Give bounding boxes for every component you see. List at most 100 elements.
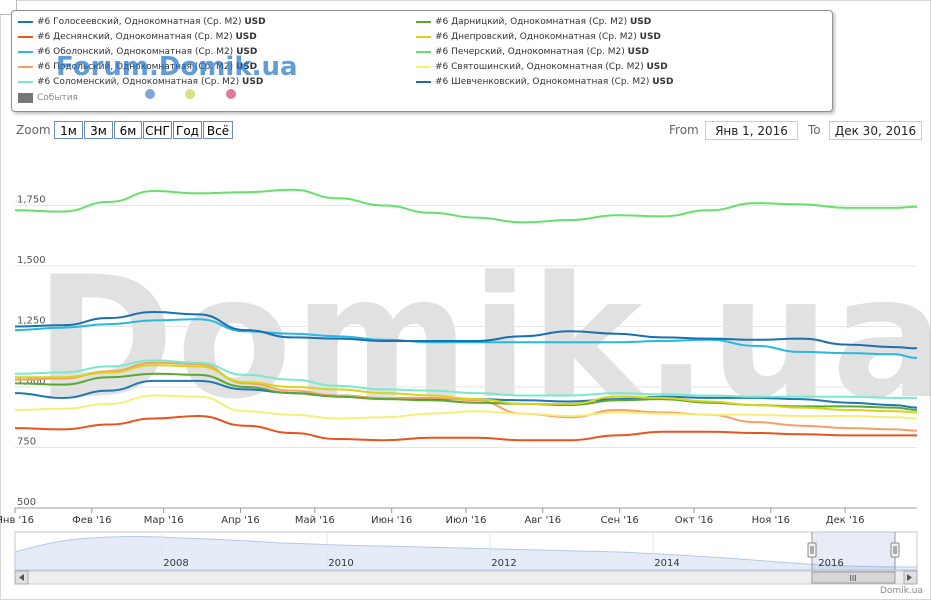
legend-series-name: #6 Дарницкий, Однокомнатная (Ср. М2) (435, 17, 630, 27)
legend-series-name: #6 Соломенский, Однокомнатная (Ср. М2) (37, 77, 243, 87)
y-tick-label: 1,750 (17, 195, 46, 206)
series-line (14, 372, 918, 411)
legend-item[interactable]: #6 Дарницкий, Однокомнатная (Ср. М2) USD (416, 15, 651, 29)
navigator-year-label: 2008 (163, 558, 188, 569)
y-tick-label: 500 (17, 497, 36, 508)
legend-series-unit: USD (627, 47, 649, 57)
y-tick-label: 1,000 (17, 376, 46, 387)
legend-swatch (18, 20, 33, 23)
navigator-selected-range (812, 532, 895, 570)
range-to-label: To (808, 123, 821, 137)
legend-swatch (18, 80, 33, 83)
series-line (14, 318, 918, 359)
legend-swatch (416, 20, 431, 23)
zoom-button[interactable]: 6м (114, 121, 142, 139)
zoom-button[interactable]: 3м (84, 121, 113, 139)
scroll-right-arrow-icon (907, 574, 912, 581)
legend-events-item[interactable]: События (18, 91, 78, 105)
legend-item[interactable]: #6 Днепровский, Однокомнатная (Ср. М2) U… (416, 30, 661, 44)
legend-panel: #6 Голосеевский, Однокомнатная (Ср. М2) … (11, 10, 833, 112)
series-line (15, 364, 918, 414)
legend-swatch (18, 35, 33, 38)
navigator-series-area (14, 536, 918, 571)
legend-item[interactable]: #6 Святошинский, Однокомнатная (Ср. М2) … (416, 60, 668, 74)
legend-swatch (416, 80, 431, 83)
legend-item[interactable]: #6 Шевченковский, Однокомнатная (Ср. М2)… (416, 75, 674, 89)
legend-series-name: #6 Святошинский, Однокомнатная (Ср. М2) (435, 62, 647, 72)
legend-series-unit: USD (639, 32, 661, 42)
navigator-year-label: 2012 (491, 558, 516, 569)
legend-series-unit: USD (235, 62, 258, 72)
series-line (14, 188, 918, 224)
events-label: События (37, 93, 78, 103)
x-tick-label: Авг '16 (524, 515, 561, 526)
series-line (14, 359, 917, 399)
legend-swatch (416, 50, 431, 53)
legend-series-unit: USD (235, 32, 257, 42)
legend-swatch (416, 65, 431, 68)
legend-series-unit: USD (652, 77, 674, 87)
series-line (14, 394, 918, 420)
x-tick-label: Май '16 (295, 515, 335, 526)
zoom-button[interactable]: СНГ (143, 121, 172, 139)
legend-swatch (18, 50, 33, 53)
zoom-button[interactable]: Всё (203, 121, 233, 139)
x-tick-label: Фев '16 (72, 515, 111, 526)
x-tick-label: Июн '16 (371, 515, 412, 526)
legend-series-unit: USD (242, 77, 264, 87)
legend-series-name: #6 Днепровский, Однокомнатная (Ср. М2) (435, 32, 640, 42)
scrollbar-track[interactable] (14, 570, 918, 585)
scrollbar-thumb[interactable] (811, 571, 896, 584)
navigator-handle[interactable] (807, 542, 817, 558)
legend-item[interactable]: #6 Голосеевский, Однокомнатная (Ср. М2) … (18, 15, 266, 29)
event-marker-dot[interactable] (226, 89, 236, 99)
legend-series-name: #6 Шевченковский, Однокомнатная (Ср. М2) (435, 77, 653, 87)
y-tick-label: 1,250 (17, 316, 46, 327)
legend-item[interactable]: #6 Соломенский, Однокомнатная (Ср. М2) U… (18, 75, 263, 89)
legend-item[interactable]: #6 Печерский, Однокомнатная (Ср. М2) USD (416, 45, 649, 59)
legend-series-name: #6 Голосеевский, Однокомнатная (Ср. М2) (37, 17, 245, 27)
legend-item[interactable]: #6 Деснянский, Однокомнатная (Ср. М2) US… (18, 30, 257, 44)
legend-swatch (18, 65, 33, 68)
legend-series-name: #6 Подольский, Однокомнатная (Ср. М2) (37, 62, 236, 72)
event-marker-dot[interactable] (185, 89, 195, 99)
x-tick-label: Апр '16 (221, 515, 259, 526)
navigator-year-label: 2016 (818, 558, 843, 569)
legend-swatch (416, 35, 431, 38)
event-marker-dot[interactable] (145, 89, 155, 99)
series-line (14, 361, 918, 432)
x-tick-label: Дек '16 (826, 515, 865, 526)
range-to-input[interactable]: Дек 30, 2016 (829, 121, 922, 140)
site-credit: Domik.ua (880, 586, 923, 596)
legend-series-unit: USD (629, 17, 652, 27)
legend-series-unit: USD (646, 62, 668, 72)
x-tick-label: Окт '16 (675, 515, 713, 526)
x-tick-label: Мар '16 (144, 515, 184, 526)
zoom-label: Zoom (16, 123, 51, 137)
legend-series-unit: USD (236, 47, 258, 57)
range-from-input[interactable]: Янв 1, 2016 (705, 121, 798, 140)
scroll-left-arrow-icon (19, 574, 24, 581)
forum-brand-overlay: Forum.Domik.ua (56, 52, 298, 82)
legend-series-name: #6 Оболонский, Однокомнатная (Ср. М2) (37, 47, 237, 57)
navigator-handle[interactable] (890, 542, 900, 558)
series-line (14, 379, 918, 409)
zoom-button[interactable]: Год (173, 121, 202, 139)
legend-series-name: #6 Печерский, Однокомнатная (Ср. М2) (435, 47, 628, 57)
legend-series-name: #6 Деснянский, Однокомнатная (Ср. М2) (37, 32, 236, 42)
legend-item[interactable]: #6 Подольский, Однокомнатная (Ср. М2) US… (18, 60, 257, 74)
y-tick-label: 750 (17, 437, 36, 448)
navigator-year-label: 2014 (654, 558, 679, 569)
legend-series-unit: USD (244, 17, 266, 27)
x-tick-label: Ноя '16 (752, 515, 790, 526)
x-tick-label: Янв '16 (0, 515, 34, 526)
legend-item[interactable]: #6 Оболонский, Однокомнатная (Ср. М2) US… (18, 45, 257, 59)
x-tick-label: Июл '16 (446, 515, 487, 526)
series-line (14, 415, 917, 442)
zoom-button[interactable]: 1м (54, 121, 83, 139)
events-swatch (18, 92, 33, 103)
range-from-label: From (669, 123, 699, 137)
scrollbar-thumb-grip: III (849, 574, 856, 583)
y-tick-label: 1,500 (17, 255, 46, 266)
